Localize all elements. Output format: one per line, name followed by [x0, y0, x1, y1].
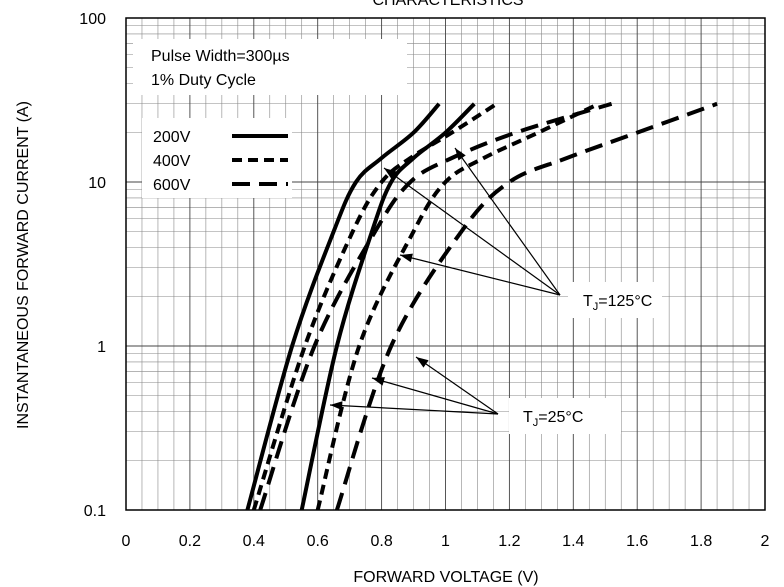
tj-25-symbol: T	[523, 409, 533, 426]
tj-25-label: TJ=25°C	[523, 409, 583, 429]
annotation-arrowhead	[455, 148, 466, 161]
annotation-arrow-line	[371, 377, 499, 415]
annotation-arrowhead	[384, 168, 397, 179]
legend-label: 600V	[153, 177, 191, 194]
x-tick-label: 0	[122, 533, 131, 550]
y-tick-label: 10	[88, 175, 106, 192]
annotation-arrowhead	[416, 357, 429, 368]
x-tick-label: 2	[761, 533, 770, 550]
annotation-arrowhead	[400, 253, 413, 263]
x-tick-label: 0.4	[243, 533, 265, 550]
series-line-400v-short-dash	[251, 102, 498, 511]
y-tick-label: 100	[79, 11, 106, 28]
annotation-arrowhead	[330, 401, 343, 411]
test-conditions-box	[133, 39, 407, 95]
tj-125-label-box	[568, 282, 662, 318]
x-axis-ticks: 0 0.2 0.4 0.6 0.8 1 1.2 1.4 1.6 1.8 2	[122, 533, 770, 550]
series-line-200v-solid	[245, 102, 441, 511]
x-tick-label: 0.2	[179, 533, 201, 550]
annotation-arrowhead	[372, 377, 385, 386]
annotation-arrow-line	[329, 404, 499, 415]
tj-125-value: =125°C	[598, 293, 652, 310]
annotation-arrows	[329, 147, 561, 415]
y-tick-label: 1	[97, 339, 106, 356]
duty-cycle-note: 1% Duty Cycle	[151, 72, 256, 89]
series-line-200v-solid	[299, 102, 476, 511]
x-axis-label: FORWARD VOLTAGE (V)	[353, 569, 538, 586]
annotation-arrow-line	[383, 167, 561, 296]
legend-label: 400V	[153, 153, 191, 170]
annotation-arrow-line	[454, 147, 561, 296]
x-tick-label: 0.8	[370, 533, 392, 550]
plot-frame	[125, 17, 766, 511]
tj-125-subscript: J	[593, 301, 599, 313]
x-tick-label: 1.2	[498, 533, 520, 550]
x-tick-label: 1.6	[626, 533, 648, 550]
tj-125-label: TJ=125°C	[583, 293, 652, 313]
tj-25-label-box	[509, 398, 621, 434]
legend-label: 200V	[153, 129, 191, 146]
y-axis-ticks: 0.1 1 10 100	[79, 11, 106, 520]
series-line-600v-long-dash	[258, 101, 613, 511]
tj-125-symbol: T	[583, 293, 593, 310]
x-tick-label: 1	[441, 533, 450, 550]
series-line-600v-long-dash	[335, 101, 718, 511]
chart-title: CHARACTERISTICS	[372, 0, 523, 9]
tj-25-value: =25°C	[538, 409, 583, 426]
annotation-arrow-line	[415, 356, 499, 415]
pulse-width-note: Pulse Width=300µs	[151, 48, 290, 65]
y-tick-label: 0.1	[84, 503, 106, 520]
series-layer	[245, 101, 718, 511]
legend: 200V 400V 600V	[142, 118, 292, 198]
series-line-400v-short-dash	[315, 101, 600, 511]
x-tick-label: 1.8	[690, 533, 712, 550]
annotation-arrow-line	[399, 254, 561, 296]
x-tick-label: 0.6	[307, 533, 329, 550]
y-axis-label: INSTANTANEOUS FORWARD CURRENT (A)	[15, 101, 32, 429]
tj-25-subscript: J	[533, 417, 539, 429]
x-tick-label: 1.4	[562, 533, 584, 550]
